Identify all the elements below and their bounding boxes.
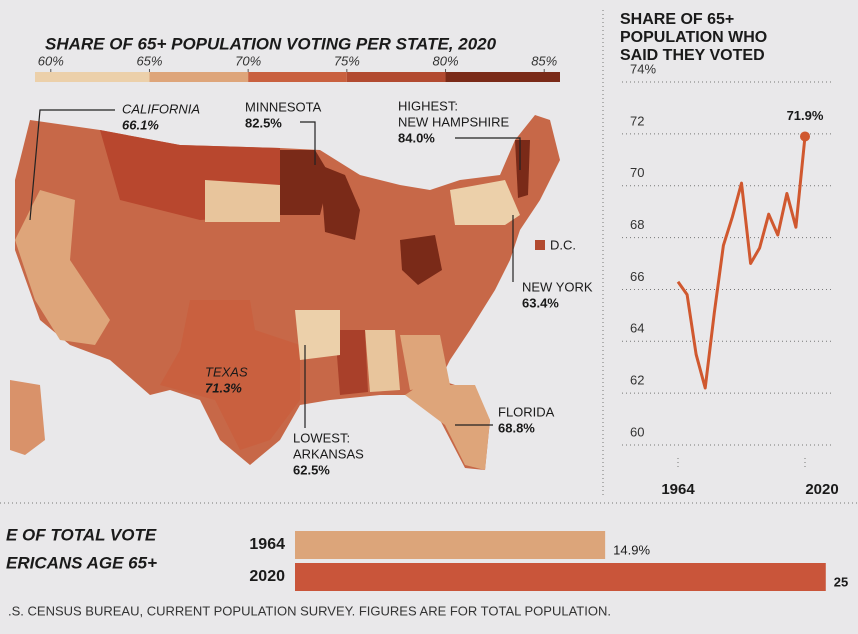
state-label: NEW YORK	[522, 279, 593, 294]
state	[400, 335, 450, 390]
value-label: 14.9%	[613, 542, 650, 557]
x-tick-label: 2020	[805, 481, 838, 498]
source: .S. CENSUS BUREAU, CURRENT POPULATION SU…	[8, 603, 611, 618]
state	[280, 150, 330, 215]
value-label: 68.8%	[498, 420, 535, 435]
colorbar-step	[149, 72, 249, 82]
value-label: 62.5%	[293, 462, 330, 477]
colorbar-tick-label: 75%	[334, 53, 360, 68]
bar	[295, 531, 606, 559]
colorbar-tick-label: 65%	[136, 53, 162, 68]
y-tick-label: 72	[630, 113, 644, 128]
dc-swatch	[535, 240, 545, 250]
state	[450, 180, 520, 225]
state	[320, 165, 360, 240]
point	[800, 131, 810, 142]
value-label: 71.3%	[205, 380, 242, 395]
state-label: CALIFORNIA	[122, 101, 200, 116]
label-prefix: HIGHEST:	[398, 98, 458, 113]
value-label: 82.5%	[245, 115, 282, 130]
y-tick-label: 60	[630, 424, 644, 439]
leader-line	[455, 137, 521, 170]
value-label: 25	[834, 574, 848, 589]
map	[10, 115, 560, 470]
state	[15, 190, 110, 345]
line-title: POPULATION WHO	[620, 29, 767, 46]
colorbar-tick-label: 70%	[235, 53, 261, 68]
leader-line	[29, 109, 115, 221]
colorbar-tick-label: 80%	[433, 53, 459, 68]
line	[676, 136, 807, 390]
bar	[295, 563, 826, 591]
state	[405, 385, 490, 470]
colorbar-step	[248, 72, 347, 82]
value-label: 84.0%	[398, 130, 435, 145]
y-tick-label: 74%	[630, 61, 656, 76]
x-tick-label: 1964	[661, 481, 695, 498]
y-tick-label: 66	[630, 269, 644, 284]
y-tick-label: 68	[630, 217, 644, 232]
state	[295, 310, 340, 360]
state-label: MINNESOTA	[245, 99, 322, 114]
state	[515, 140, 530, 198]
line-title: SAID THEY VOTED	[620, 47, 765, 64]
colorbar-tick-label: 85%	[531, 53, 557, 68]
state-label: TEXAS	[205, 364, 248, 379]
line-title: SHARE OF 65+	[620, 11, 734, 28]
colorbar-step	[346, 72, 446, 82]
state	[365, 330, 400, 392]
bar-title: ERICANS AGE 65+	[6, 553, 157, 572]
state	[205, 180, 280, 222]
colorbar-step	[445, 72, 560, 82]
value-label: 63.4%	[522, 295, 559, 310]
dc-label: D.C.	[550, 237, 576, 252]
bar-title: E OF TOTAL VOTE	[6, 525, 157, 544]
state	[10, 380, 45, 455]
leader-line	[300, 121, 316, 165]
state-label: FLORIDA	[498, 404, 555, 419]
y-tick-label: 64	[630, 321, 644, 336]
state	[335, 330, 368, 395]
label-prefix: LOWEST:	[293, 430, 350, 445]
value-label: 66.1%	[122, 117, 159, 132]
state-label: NEW HAMPSHIRE	[398, 114, 510, 129]
y-tick-label: 62	[630, 373, 644, 388]
state	[400, 235, 442, 285]
state-label: ARKANSAS	[293, 446, 364, 461]
bar-category: 2020	[249, 568, 285, 585]
colorbar-tick-label: 60%	[38, 53, 64, 68]
map-title: SHARE OF 65+ POPULATION VOTING PER STATE…	[45, 34, 497, 53]
value-label: 71.9%	[787, 108, 824, 123]
colorbar-step	[35, 72, 150, 82]
y-tick-label: 70	[630, 165, 644, 180]
state	[160, 300, 300, 450]
bar-category: 1964	[249, 536, 285, 553]
